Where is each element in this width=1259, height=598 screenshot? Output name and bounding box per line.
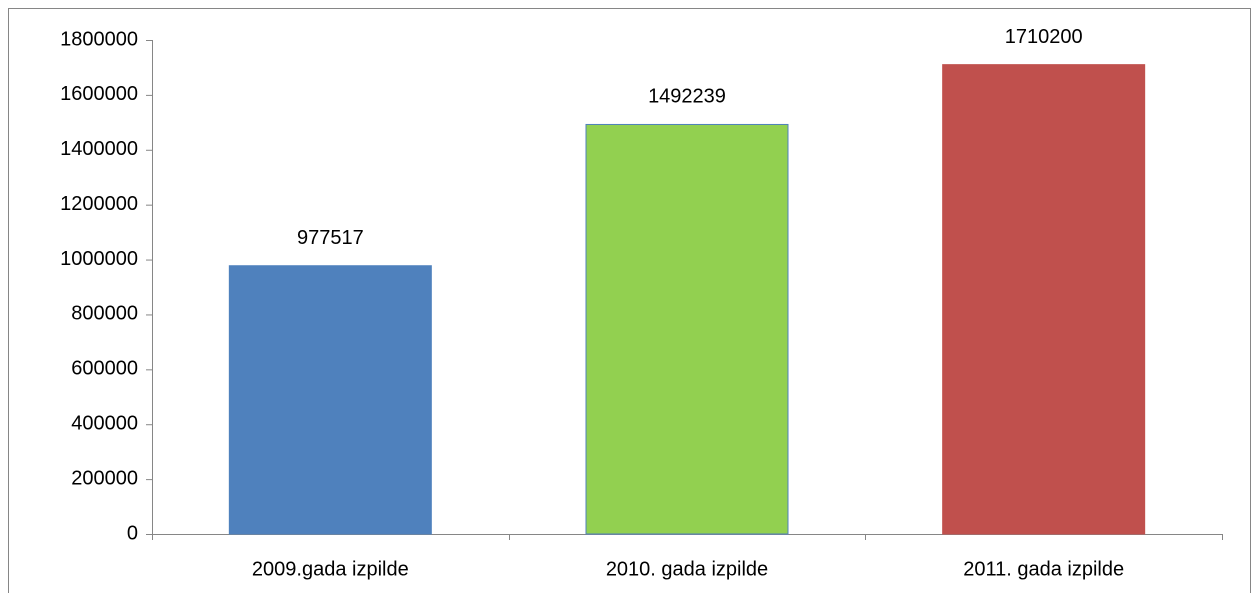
data-label: 977517 [297, 227, 364, 249]
y-tick-label: 400000 [71, 413, 138, 435]
bar [228, 265, 432, 535]
data-label: 1710200 [1005, 26, 1083, 48]
y-tick-label: 1200000 [60, 193, 138, 215]
y-tick-label: 600000 [71, 358, 138, 380]
bar [942, 64, 1146, 535]
x-tick-label: 2010. gada izpilde [606, 558, 768, 580]
x-tick-label: 2011. gada izpilde [963, 558, 1124, 580]
x-tick-label: 2009.gada izpilde [252, 558, 409, 580]
y-tick-label: 1800000 [60, 28, 138, 50]
y-tick-label: 800000 [71, 303, 138, 325]
y-tick-label: 200000 [71, 467, 138, 489]
y-tick-label: 1600000 [60, 83, 138, 105]
y-tick-label: 1400000 [60, 138, 138, 160]
y-tick-label: 0 [127, 522, 138, 544]
y-tick-label: 1000000 [60, 248, 138, 270]
data-label: 1492239 [648, 86, 726, 108]
bar [585, 123, 789, 535]
